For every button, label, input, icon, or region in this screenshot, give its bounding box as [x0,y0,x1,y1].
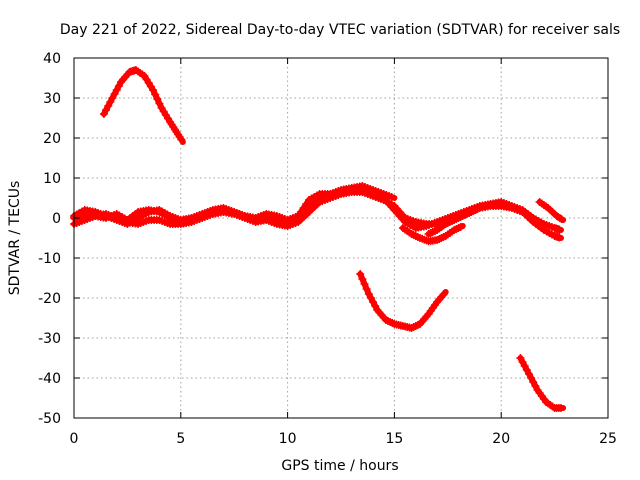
series-tail [535,198,567,223]
x-tick-label: 5 [176,431,185,447]
data-point [356,270,365,278]
data-point [153,95,162,103]
y-tick-label: -10 [38,251,61,267]
data-point [555,225,564,234]
series-arc-high [99,66,186,145]
y-axis-label: SDTVAR / TECUs [7,181,23,296]
y-tick-label: 10 [43,171,61,187]
series-group [70,66,567,412]
y-tick-label: -50 [38,411,61,427]
plot-frame [73,57,609,419]
y-tick-label: -40 [38,371,61,387]
x-tick-label: 15 [385,431,403,447]
series-arc-low [516,354,567,412]
data-point [362,285,371,293]
series-dip [398,223,466,246]
y-tick-label: 40 [43,51,61,67]
y-tick-label: 0 [52,211,61,227]
data-point [358,275,367,283]
ticks: 0 5 10 15 20 25 40 30 20 10 0 -10 -20 -30 -40 -50 [38,51,617,447]
y-tick-label: -30 [38,331,61,347]
data-point [555,214,564,222]
data-point [151,90,160,99]
data-point [149,86,157,94]
data-point [360,280,369,288]
data-point [557,404,565,412]
data-point [555,233,564,242]
series-main-c [70,182,398,228]
data-point [155,99,164,108]
y-tick-label: 20 [43,131,61,147]
x-axis-label: GPS time / hours [281,458,398,474]
chart-title: Day 221 of 2022, Sidereal Day-to-day VTE… [60,22,620,38]
data-point [557,215,566,223]
series-late-rise [424,205,483,238]
x-tick-label: 25 [599,431,617,447]
x-tick-label: 20 [492,431,510,447]
data-point [473,205,482,213]
series-arc-mid [356,270,449,332]
series-line [100,67,186,145]
data-point [439,290,448,299]
data-point [177,135,186,144]
x-tick-label: 10 [279,431,297,447]
data-point [456,223,465,231]
y-tick-label: -20 [38,291,61,307]
grid [74,58,608,418]
data-point [387,193,396,201]
x-tick-label: 0 [70,431,79,447]
y-tick-label: 30 [43,91,61,107]
